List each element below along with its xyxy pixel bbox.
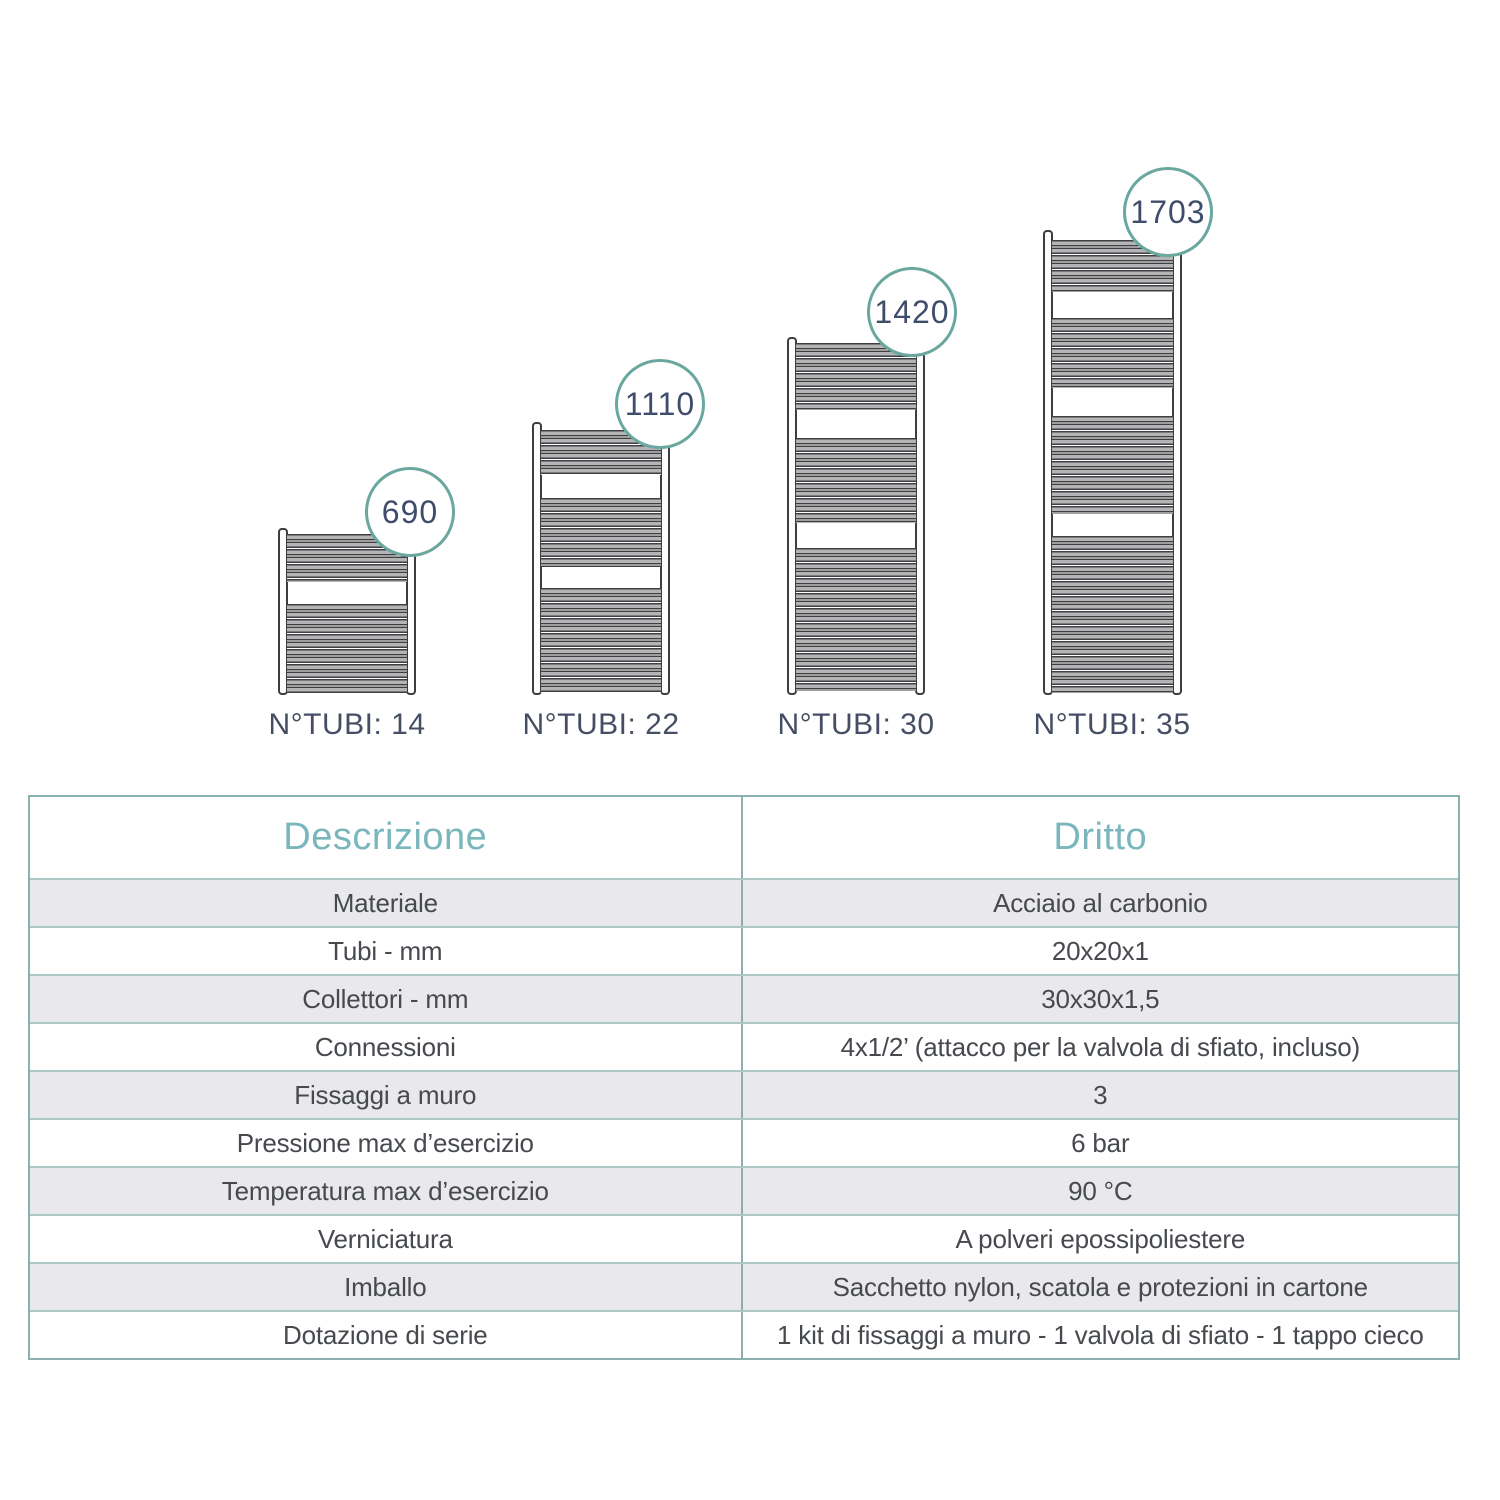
spec-label: Dotazione di serie [30,1312,743,1358]
spec-value: 6 bar [1071,1127,1130,1158]
spec-label: Pressione max d’esercizio [30,1120,743,1166]
height-badge-690: 690 [365,467,455,557]
tube-group [541,498,661,567]
spec-table-row: Connessioni 4x1/2’ (attacco per la valvo… [30,1022,1458,1070]
tube-count-label-2: N°TUBI: 22 [522,708,680,741]
radiator-diagram-1420 [787,337,925,695]
spec-table-header-row: Descrizione Dritto [30,797,1458,878]
spec-value: 1 kit di fissaggi a muro - 1 valvola di … [776,1319,1424,1350]
spec-value: 30x30x1,5 [1041,983,1160,1014]
spec-value: Acciaio al carbonio [993,887,1208,918]
tube-group [1052,536,1173,693]
tube-count-label-4: N°TUBI: 35 [1033,708,1191,741]
spec-table-row: Verniciatura A polveri epossipoliestere [30,1214,1458,1262]
spec-table-row: Temperatura max d’esercizio 90 °C [30,1166,1458,1214]
spec-table-row: Materiale Acciaio al carbonio [30,878,1458,926]
spec-table: Descrizione Dritto Materiale Acciaio al … [28,795,1460,1360]
header-dritto: Dritto [1053,816,1148,858]
spec-table-row: Imballo Sacchetto nylon, scatola e prote… [30,1262,1458,1310]
height-value: 690 [381,493,439,530]
tube-count-label-1: N°TUBI: 14 [268,708,426,741]
height-value: 1110 [624,385,696,422]
height-badge-1110: 1110 [615,359,705,449]
spec-label: Imballo [30,1264,743,1310]
spec-label: Fissaggi a muro [30,1072,743,1118]
tube-group [1052,416,1173,514]
spec-label: Verniciatura [30,1216,743,1262]
tube-group [287,604,407,693]
height-value: 1420 [874,293,950,330]
spec-table-row: Fissaggi a muro 3 [30,1070,1458,1118]
spec-table-row: Pressione max d’esercizio 6 bar [30,1118,1458,1166]
spec-value: 3 [1093,1079,1108,1110]
spec-label: Connessioni [30,1024,743,1070]
tube-group [541,588,661,693]
tube-group [796,438,916,523]
height-value: 1703 [1130,193,1206,230]
spec-value: Sacchetto nylon, scatola e protezioni in… [832,1271,1368,1302]
spec-label: Materiale [30,880,743,926]
radiator-collector-right [915,337,925,695]
height-badge-1703: 1703 [1123,167,1213,257]
spec-table-row: Tubi - mm 20x20x1 [30,926,1458,974]
tube-count-label-3: N°TUBI: 30 [777,708,935,741]
spec-label: Collettori - mm [30,976,743,1022]
radiator-collector-right [1172,230,1182,695]
spec-value: 20x20x1 [1051,935,1149,966]
height-badge-1420: 1420 [867,267,957,357]
radiator-diagram-1703 [1043,230,1182,695]
tube-group [796,548,916,691]
spec-label: Tubi - mm [30,928,743,974]
spec-value: 4x1/2’ (attacco per la valvola di sfiato… [840,1031,1361,1062]
spec-value: 90 °C [1068,1175,1133,1206]
radiator-collector-right [660,422,670,695]
spec-table-row: Dotazione di serie 1 kit di fissaggi a m… [30,1310,1458,1358]
spec-label: Temperatura max d’esercizio [30,1168,743,1214]
tube-group [1052,318,1173,388]
radiator-diagram-1110 [532,422,670,695]
spec-value: A polveri epossipoliestere [955,1223,1246,1254]
header-descrizione: Descrizione [30,797,743,878]
spec-table-row: Collettori - mm 30x30x1,5 [30,974,1458,1022]
